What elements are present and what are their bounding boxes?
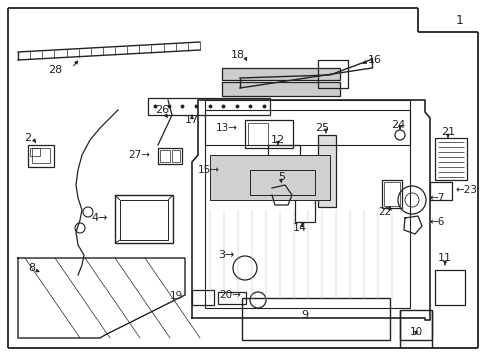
Bar	[249, 170, 314, 195]
Text: 17: 17	[184, 115, 199, 125]
Text: 9: 9	[301, 310, 308, 320]
Bar	[222, 68, 339, 80]
Text: 25: 25	[314, 123, 328, 133]
Bar	[148, 98, 269, 115]
Bar	[32, 148, 50, 163]
Bar	[192, 290, 214, 305]
Bar	[204, 100, 409, 145]
Bar	[218, 292, 245, 304]
Text: 20→: 20→	[219, 290, 241, 300]
Bar	[158, 148, 182, 164]
Bar	[317, 60, 347, 88]
Text: 12: 12	[270, 135, 285, 145]
Text: 2: 2	[24, 133, 32, 143]
Bar	[30, 148, 40, 156]
Text: 16: 16	[367, 55, 381, 65]
Bar	[294, 190, 314, 222]
Text: 26: 26	[155, 105, 169, 115]
Text: 27→: 27→	[128, 150, 150, 160]
Bar	[383, 182, 399, 206]
Text: 18: 18	[230, 50, 244, 60]
Text: 21: 21	[440, 127, 454, 137]
Bar	[381, 180, 401, 208]
Text: ←7: ←7	[429, 193, 445, 203]
Bar	[227, 165, 283, 177]
Bar	[429, 182, 451, 200]
Bar	[115, 195, 173, 243]
Bar	[209, 155, 329, 200]
Text: 14: 14	[292, 223, 306, 233]
Bar	[160, 150, 170, 162]
Bar	[317, 135, 335, 207]
Text: 3→: 3→	[218, 250, 234, 260]
Bar	[120, 200, 168, 240]
Text: ←6: ←6	[429, 217, 445, 227]
Text: 24: 24	[390, 120, 404, 130]
Bar	[172, 150, 180, 162]
Bar	[267, 145, 299, 165]
Bar	[242, 298, 389, 340]
Text: 5: 5	[278, 172, 285, 182]
Text: 10: 10	[408, 327, 422, 337]
Text: 28: 28	[48, 65, 62, 75]
Text: 8: 8	[28, 263, 35, 273]
Bar	[28, 145, 54, 167]
Bar	[399, 310, 431, 340]
Bar	[434, 270, 464, 305]
Text: 13→: 13→	[216, 123, 238, 133]
Text: 4→: 4→	[91, 213, 108, 223]
Bar	[434, 138, 466, 180]
Bar	[244, 120, 292, 148]
Text: 19: 19	[169, 291, 183, 301]
Text: 22: 22	[378, 207, 391, 217]
Bar	[247, 123, 267, 145]
Bar	[204, 110, 409, 308]
Text: 11: 11	[437, 253, 451, 263]
Text: ←23: ←23	[454, 185, 476, 195]
Text: 15→: 15→	[198, 165, 220, 175]
Text: 1: 1	[455, 14, 463, 27]
Bar	[222, 82, 339, 96]
